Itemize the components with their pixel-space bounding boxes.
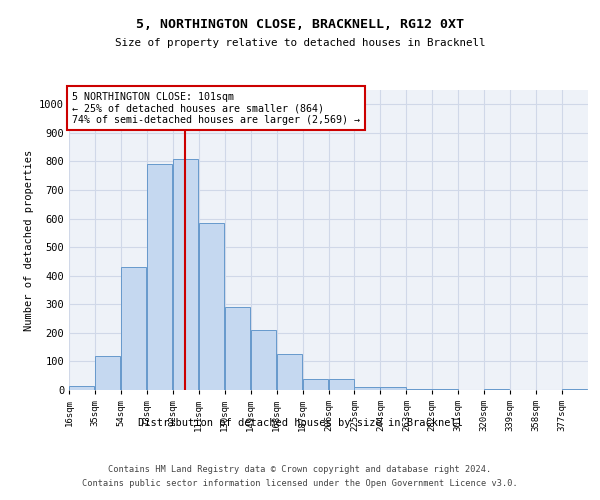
Y-axis label: Number of detached properties: Number of detached properties <box>23 150 34 330</box>
Bar <box>121 267 146 390</box>
Text: 5, NORTHINGTON CLOSE, BRACKNELL, RG12 0XT: 5, NORTHINGTON CLOSE, BRACKNELL, RG12 0X… <box>136 18 464 30</box>
Bar <box>224 307 250 390</box>
Bar <box>562 388 587 390</box>
Bar <box>69 386 94 390</box>
Bar <box>251 330 276 390</box>
Text: Contains public sector information licensed under the Open Government Licence v3: Contains public sector information licen… <box>82 480 518 488</box>
Bar <box>432 388 458 390</box>
Bar <box>484 388 509 390</box>
Bar <box>302 378 328 390</box>
Text: Contains HM Land Registry data © Crown copyright and database right 2024.: Contains HM Land Registry data © Crown c… <box>109 464 491 473</box>
Text: Distribution of detached houses by size in Bracknell: Distribution of detached houses by size … <box>137 418 463 428</box>
Bar <box>173 158 198 390</box>
Bar <box>277 354 302 390</box>
Text: Size of property relative to detached houses in Bracknell: Size of property relative to detached ho… <box>115 38 485 48</box>
Bar <box>147 164 172 390</box>
Bar <box>355 387 380 390</box>
Bar <box>199 223 224 390</box>
Bar <box>406 388 431 390</box>
Bar <box>329 378 354 390</box>
Bar <box>380 387 406 390</box>
Bar <box>95 356 120 390</box>
Text: 5 NORTHINGTON CLOSE: 101sqm
← 25% of detached houses are smaller (864)
74% of se: 5 NORTHINGTON CLOSE: 101sqm ← 25% of det… <box>71 92 359 124</box>
